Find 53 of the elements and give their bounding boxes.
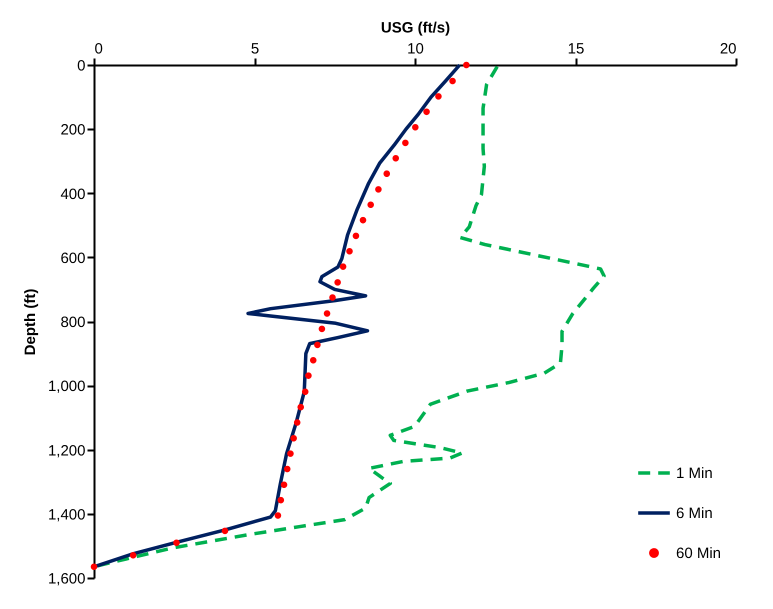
y-tick-label: 1,000 [48, 378, 86, 396]
point [297, 404, 304, 410]
point [280, 481, 288, 488]
point [375, 186, 382, 193]
point [346, 248, 353, 255]
point [324, 310, 330, 317]
y-tick-label: 1,400 [48, 506, 86, 524]
point [173, 539, 180, 546]
point [367, 202, 374, 208]
x-tick-label: 0 [94, 40, 103, 58]
y-tick-label: 800 [60, 314, 86, 331]
point [449, 78, 456, 84]
point [278, 496, 284, 504]
point [294, 419, 300, 426]
point [287, 450, 294, 457]
point [284, 466, 290, 472]
point [340, 263, 346, 270]
y-tick-label: 200 [60, 122, 86, 139]
y-axis-title: Depth (ft) [22, 288, 39, 356]
legend-label: 60 Min [676, 545, 722, 562]
y-tick-label: 1,600 [48, 570, 86, 588]
point [305, 372, 312, 379]
point [463, 62, 470, 68]
x-tick-label: 5 [250, 40, 260, 58]
x-tick-label: 15 [568, 40, 584, 58]
point [329, 294, 336, 301]
point [360, 216, 366, 224]
point [334, 279, 341, 286]
x-axis-title: USG (ft/s) [380, 20, 450, 36]
point [412, 124, 419, 130]
point [383, 170, 390, 177]
y-tick-label: 600 [60, 250, 86, 267]
point [90, 564, 98, 570]
point [130, 552, 136, 558]
point [402, 140, 409, 146]
point [274, 512, 282, 519]
point [314, 342, 321, 348]
legend-label: 6 Min [676, 505, 713, 522]
point [435, 93, 442, 100]
y-tick-label: 0 [77, 58, 86, 74]
point [392, 155, 399, 162]
point [290, 434, 297, 442]
point [302, 388, 308, 395]
point [318, 326, 326, 332]
point [310, 357, 316, 364]
legend-label: 1 Min [676, 465, 713, 482]
point [352, 232, 360, 240]
point [423, 108, 430, 116]
point [222, 528, 228, 534]
y-tick-label: 400 [60, 186, 86, 203]
x-tick-label: 20 [720, 40, 736, 58]
y-tick-label: 1,200 [48, 442, 86, 460]
x-tick-label: 10 [407, 40, 424, 58]
